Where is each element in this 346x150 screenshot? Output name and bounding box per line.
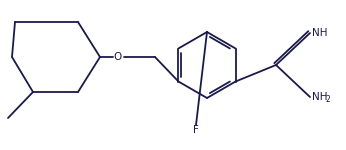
Text: NH: NH	[312, 28, 328, 38]
Text: O: O	[114, 52, 122, 62]
Text: 2: 2	[325, 95, 330, 104]
Text: F: F	[193, 125, 199, 135]
Text: NH: NH	[312, 92, 328, 102]
